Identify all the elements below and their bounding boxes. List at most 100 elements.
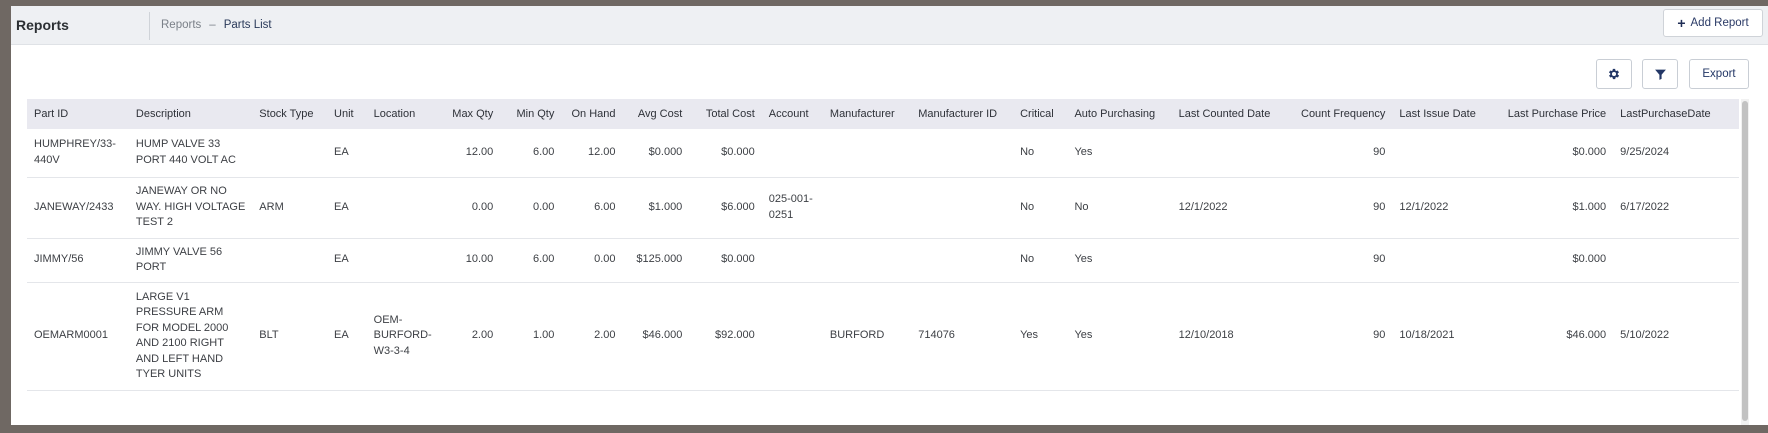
table-cell: 12/1/2022 xyxy=(1171,177,1286,239)
column-header[interactable]: Last Purchase Price xyxy=(1492,99,1614,129)
table-cell: BURFORD xyxy=(822,282,912,391)
export-button[interactable]: Export xyxy=(1689,59,1749,89)
filter-button[interactable] xyxy=(1642,59,1678,89)
table-cell: JANEWAY OR NO WAY. HIGH VOLTAGE TEST 2 xyxy=(128,177,253,239)
table-cell: 5/10/2022 xyxy=(1613,282,1739,391)
add-report-button[interactable]: + Add Report xyxy=(1663,9,1763,37)
table-cell: 10/18/2021 xyxy=(1392,282,1493,391)
breadcrumb-separator: – xyxy=(209,19,216,31)
column-header[interactable]: Last Issue Date xyxy=(1392,99,1493,129)
table-cell xyxy=(1171,129,1286,178)
filter-icon xyxy=(1654,69,1666,80)
table-cell: OEMARM0001 xyxy=(27,282,129,391)
page-title: Reports xyxy=(16,17,69,33)
plus-icon: + xyxy=(1677,15,1686,31)
table-cell: EA xyxy=(327,282,367,391)
breadcrumb-reports-link[interactable]: Reports xyxy=(161,19,202,31)
table-cell: 1.00 xyxy=(500,282,562,391)
column-header[interactable]: Max Qty xyxy=(440,99,501,129)
settings-button[interactable] xyxy=(1596,59,1632,89)
vertical-scrollbar[interactable] xyxy=(1741,99,1749,425)
column-header[interactable]: On Hand xyxy=(561,99,623,129)
table-cell: 12/1/2022 xyxy=(1392,177,1493,239)
table-cell: Yes xyxy=(1013,282,1068,391)
table-cell xyxy=(366,129,441,178)
table-cell: 90 xyxy=(1285,238,1393,283)
header-bar: Reports Reports – Parts List + Add Report xyxy=(11,6,1768,45)
table-header-row: Part ID Description Stock Type Unit Loca… xyxy=(27,99,1739,129)
table-cell: 6/17/2022 xyxy=(1613,177,1739,239)
column-header[interactable]: Stock Type xyxy=(252,99,328,129)
column-header[interactable]: Last Counted Date xyxy=(1171,99,1286,129)
column-header[interactable]: Manufacturer ID xyxy=(911,99,1014,129)
scrollbar-thumb[interactable] xyxy=(1742,101,1748,421)
table-cell: $1.000 xyxy=(1492,177,1614,239)
add-report-label: Add Report xyxy=(1690,17,1749,29)
table-cell: EA xyxy=(327,238,367,283)
table-cell: Yes xyxy=(1067,238,1172,283)
column-header[interactable]: Min Qty xyxy=(500,99,562,129)
table-cell: Yes xyxy=(1067,282,1172,391)
column-header[interactable]: Auto Purchasing xyxy=(1067,99,1172,129)
table-cell: $0.000 xyxy=(689,238,762,283)
table-cell xyxy=(252,129,328,178)
table-cell: 0.00 xyxy=(500,177,562,239)
table-cell xyxy=(761,282,823,391)
table-cell: 714076 xyxy=(911,282,1014,391)
table-cell: JIMMY VALVE 56 PORT xyxy=(128,238,253,283)
table-cell: No xyxy=(1013,177,1068,239)
table-cell: No xyxy=(1013,238,1068,283)
table-cell: 90 xyxy=(1285,282,1393,391)
parts-table-container: Part ID Description Stock Type Unit Loca… xyxy=(27,99,1749,425)
reports-window: Reports Reports – Parts List + Add Report … xyxy=(11,6,1768,425)
table-cell xyxy=(911,129,1014,178)
table-cell: $0.000 xyxy=(1492,129,1614,178)
table-row[interactable]: JANEWAY/2433 JANEWAY OR NO WAY. HIGH VOL… xyxy=(27,177,1739,239)
column-header[interactable]: Description xyxy=(128,99,253,129)
table-cell: 10.00 xyxy=(440,238,501,283)
table-cell xyxy=(1392,238,1493,283)
table-row[interactable]: OEMARM0001 LARGE V1 PRESSURE ARM FOR MOD… xyxy=(27,282,1739,391)
breadcrumb-current: Parts List xyxy=(223,19,272,31)
table-row[interactable]: HUMPHREY/33-440V HUMP VALVE 33 PORT 440 … xyxy=(27,129,1739,178)
column-header[interactable]: Count Frequency xyxy=(1285,99,1393,129)
table-cell: 6.00 xyxy=(500,129,562,178)
column-header[interactable]: Manufacturer xyxy=(822,99,912,129)
table-cell xyxy=(822,238,912,283)
table-cell: 2.00 xyxy=(440,282,501,391)
table-cell: HUMP VALVE 33 PORT 440 VOLT AC xyxy=(128,129,253,178)
table-cell: LARGE V1 PRESSURE ARM FOR MODEL 2000 AND… xyxy=(128,282,253,391)
column-header[interactable]: Avg Cost xyxy=(622,99,690,129)
table-cell: 12.00 xyxy=(561,129,623,178)
table-cell: $125.000 xyxy=(622,238,690,283)
table-cell xyxy=(761,129,823,178)
column-header[interactable]: LastPurchaseDate xyxy=(1613,99,1739,129)
table-cell xyxy=(1392,129,1493,178)
table-cell xyxy=(822,177,912,239)
column-header[interactable]: Total Cost xyxy=(689,99,762,129)
table-cell: $0.000 xyxy=(1492,238,1614,283)
table-cell xyxy=(822,129,912,178)
table-cell: $46.000 xyxy=(1492,282,1614,391)
column-header[interactable]: Location xyxy=(366,99,441,129)
column-header[interactable]: Critical xyxy=(1013,99,1068,129)
table-cell: $0.000 xyxy=(689,129,762,178)
table-cell: $92.000 xyxy=(689,282,762,391)
table-cell: 6.00 xyxy=(500,238,562,283)
column-header[interactable]: Part ID xyxy=(27,99,129,129)
table-cell: JANEWAY/2433 xyxy=(27,177,129,239)
table-cell: EA xyxy=(327,177,367,239)
table-cell: $46.000 xyxy=(622,282,690,391)
column-header[interactable]: Unit xyxy=(327,99,367,129)
table-cell xyxy=(252,238,328,283)
table-cell: 0.00 xyxy=(561,238,623,283)
table-row[interactable]: JIMMY/56 JIMMY VALVE 56 PORT EA 10.00 6.… xyxy=(27,238,1739,283)
table-cell: 90 xyxy=(1285,129,1393,178)
column-header[interactable]: Account xyxy=(761,99,823,129)
table-cell: $1.000 xyxy=(622,177,690,239)
table-cell xyxy=(761,238,823,283)
table-cell: 12/10/2018 xyxy=(1171,282,1286,391)
table-cell: EA xyxy=(327,129,367,178)
table-cell xyxy=(366,238,441,283)
table-cell: 90 xyxy=(1285,177,1393,239)
